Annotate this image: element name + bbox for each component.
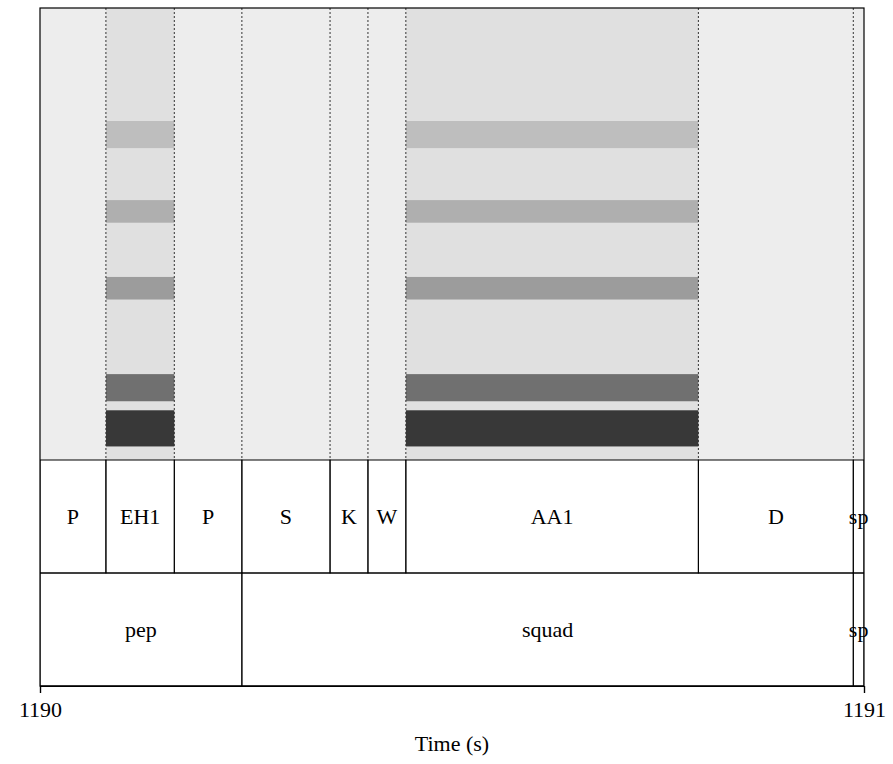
interval-label: K (341, 504, 357, 529)
interval (242, 573, 853, 686)
tick-mark (864, 686, 865, 693)
spectrogram (40, 8, 864, 460)
x-axis: 1190 1191 (19, 686, 886, 722)
interval-label: W (377, 504, 398, 529)
spectrogram-segment (40, 8, 106, 460)
interval-labels: P EH1 P S KW AA1 Dsp pep squad sp (67, 504, 869, 642)
formant-band (406, 200, 699, 223)
axis-line (41, 687, 865, 694)
interval-label: D (768, 504, 784, 529)
interval (368, 460, 406, 573)
formant-band (106, 374, 174, 401)
interval (106, 460, 174, 573)
tier (40, 460, 864, 573)
tier (40, 573, 864, 686)
interval-label: P (67, 504, 79, 529)
boundary-dotted (241, 8, 242, 460)
formant-band (106, 200, 174, 223)
interval-label: S (280, 504, 292, 529)
formant-band (106, 277, 174, 300)
spectrogram-segment (106, 8, 174, 460)
boundary-dotted (405, 8, 406, 460)
interval-label: AA1 (531, 504, 574, 529)
formant-band (406, 121, 699, 148)
interval (406, 460, 699, 573)
spectrogram-segment (853, 8, 864, 460)
boundary-dotted (174, 8, 175, 460)
chart: P EH1 P S KW AA1 Dsp pep squad sp 1190 1191 Time (s) (0, 0, 893, 764)
boundary-dotted (367, 8, 368, 460)
tick-mark (40, 686, 41, 693)
interval-label: P (202, 504, 214, 529)
axis-title: Time (s) (415, 731, 489, 756)
tick: 1191 (843, 686, 886, 722)
interval (330, 460, 368, 573)
interval (242, 460, 330, 573)
interval (174, 460, 242, 573)
interval (40, 573, 242, 686)
formant-band (406, 277, 699, 300)
tick: 1190 (19, 686, 62, 722)
spectrogram-segment (330, 8, 368, 460)
spectrogram-segment (242, 8, 330, 460)
boundary-dotted (330, 8, 331, 460)
boundary-dotted (105, 8, 106, 460)
interval-label: sp (849, 617, 869, 642)
interval-label: pep (125, 617, 157, 642)
formant-band (406, 374, 699, 401)
frame (40, 8, 864, 686)
formant-band (106, 121, 174, 148)
plot-area (40, 8, 864, 686)
formant-band (106, 410, 174, 446)
interval-label: sp (849, 504, 869, 529)
spectrogram-segment (698, 8, 853, 460)
interval (698, 460, 853, 573)
spectrogram-segment (174, 8, 242, 460)
interval-label: EH1 (120, 504, 160, 529)
boundary-dotted (853, 8, 854, 460)
interval-label: squad (522, 617, 573, 642)
formant-band (406, 410, 699, 446)
boundary-dotted (698, 8, 699, 460)
tick-label: 1190 (19, 697, 62, 722)
tick-label: 1191 (843, 697, 886, 722)
interval (40, 460, 106, 573)
spectrogram-segment (406, 8, 699, 460)
spectrogram-segment (368, 8, 406, 460)
